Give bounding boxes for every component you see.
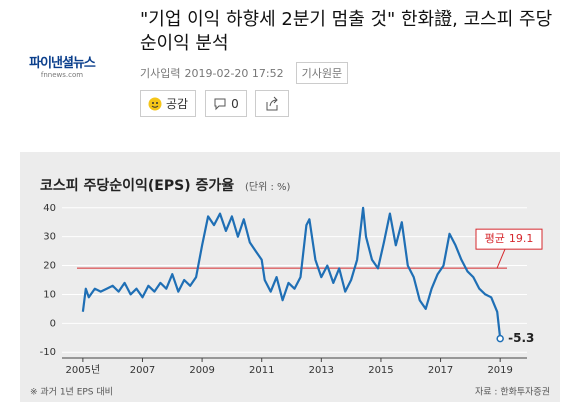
chart-background xyxy=(20,152,560,402)
like-label: 공감 xyxy=(165,97,189,111)
chart-unit: (단위 : %) xyxy=(245,180,291,193)
share-icon xyxy=(266,96,278,110)
meta-label: 기사입력 xyxy=(140,67,181,80)
y-tick-label: 30 xyxy=(43,232,56,243)
headline: "기업 이익 하향세 2분기 멈출 것" 한화證, 코스피 주당순이익 분석 xyxy=(140,9,553,54)
like-button[interactable]: 공감 xyxy=(140,90,196,117)
end-label: -5.3 xyxy=(508,331,534,345)
chart-note: ※ 과거 1년 EPS 대비 xyxy=(30,387,113,398)
x-tick-label: 2007 xyxy=(130,365,155,376)
logo-sub: fnnews.com xyxy=(40,71,84,79)
x-tick-label: 2011 xyxy=(249,365,274,376)
chart-source: 자료 : 한화투자증권 xyxy=(475,386,550,398)
y-tick-label: 0 xyxy=(50,318,56,329)
comment-button[interactable]: 0 xyxy=(205,90,247,117)
x-tick-label: 2005년 xyxy=(66,364,101,376)
x-tick-label: 2017 xyxy=(428,365,453,376)
comment-icon xyxy=(214,98,226,110)
like-icon xyxy=(148,97,162,110)
source-button[interactable]: 기사원문 xyxy=(295,62,349,84)
y-tick-label: 20 xyxy=(43,261,56,272)
logo-text: 파이낸셜뉴스 xyxy=(29,56,96,71)
meta-datetime: 2019-02-20 17:52 xyxy=(184,66,284,80)
meta: 기사입력 2019-02-20 17:52 기사원문 xyxy=(140,62,349,84)
average-pointer xyxy=(496,248,506,269)
x-tick-label: 2015 xyxy=(368,365,393,376)
average-box xyxy=(475,228,543,250)
share-button[interactable] xyxy=(255,90,289,117)
logo: 파이낸셜뉴스 fnnews.com xyxy=(18,52,106,79)
chart-title: 코스피 주당순이익(EPS) 증가율 xyxy=(40,177,234,194)
y-tick-label: 10 xyxy=(43,289,56,300)
average-label: 평균 19.1 xyxy=(485,232,534,245)
average-value: 19.1 xyxy=(509,232,534,245)
end-point xyxy=(496,334,504,343)
x-tick-label: 2009 xyxy=(189,365,214,376)
y-tick-label: 40 xyxy=(43,203,56,214)
y-tick-label: -10 xyxy=(40,347,56,358)
comment-count: 0 xyxy=(231,96,239,111)
x-tick-label: 2013 xyxy=(309,365,334,376)
average-label-text: 평균 xyxy=(485,232,505,245)
series-line xyxy=(81,206,502,339)
x-tick-label: 2019 xyxy=(487,365,512,376)
